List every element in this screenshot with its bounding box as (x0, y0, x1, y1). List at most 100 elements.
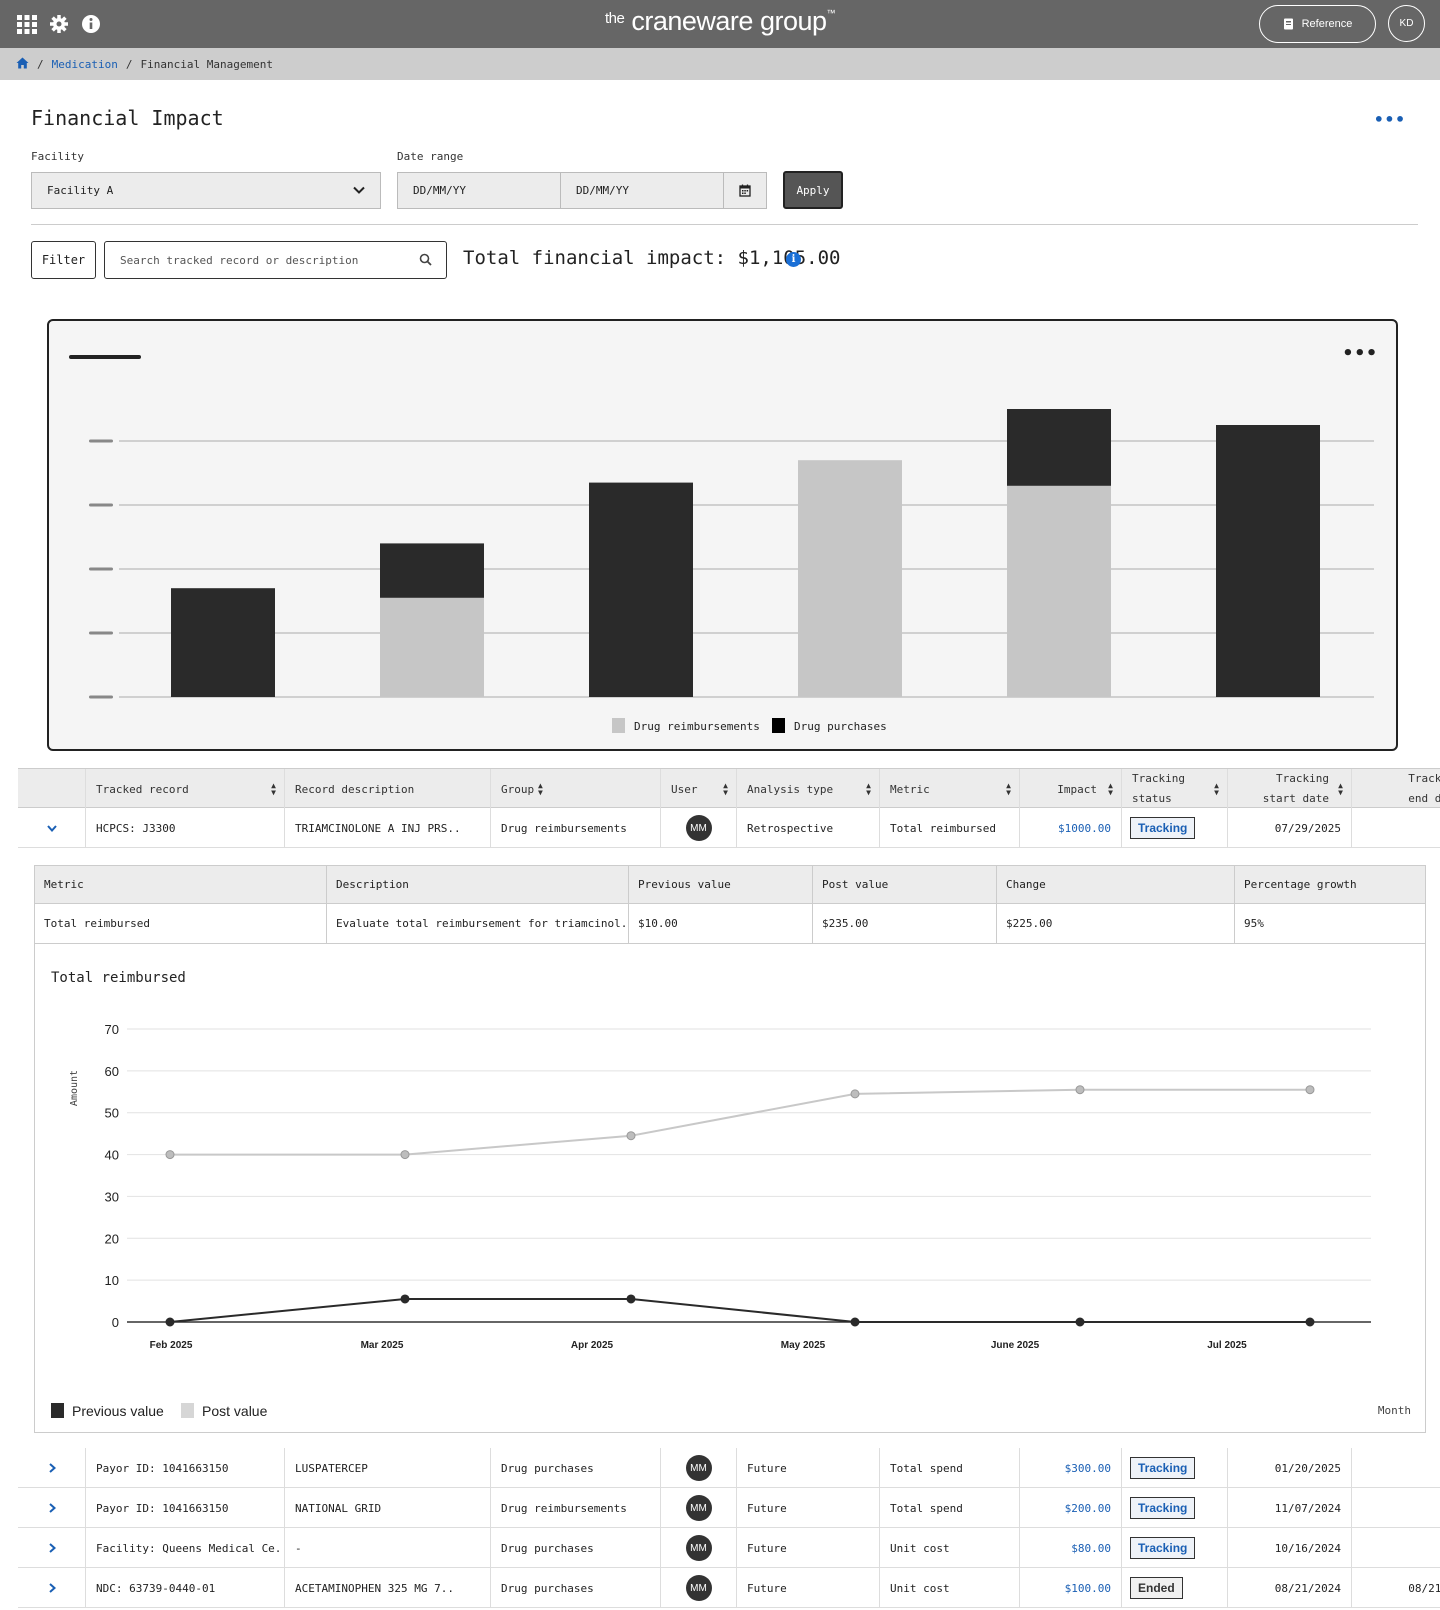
cell-record-description: NATIONAL GRID (285, 1488, 491, 1528)
x-tick-label: June 2025 (991, 1340, 1040, 1351)
chevron-down-icon (46, 825, 57, 833)
page-title: Financial Impact (31, 106, 224, 130)
header-tracking-start-date[interactable]: Tracking start date ▲ ▼ (1228, 769, 1352, 809)
user-avatar[interactable]: MM (685, 815, 712, 841)
x-tick-label: Mar 2025 (361, 1340, 404, 1351)
cell-tracking-status: Tracking (1122, 1528, 1228, 1568)
info-icon[interactable] (80, 13, 102, 35)
cell-tracking-end-date (1352, 1488, 1440, 1528)
row-expand-toggle[interactable] (18, 1568, 86, 1608)
x-tick-label: Jul 2025 (1207, 1340, 1247, 1351)
breadcrumb-medication[interactable]: Medication (51, 57, 118, 71)
table-row[interactable]: Payor ID: 1041663150 LUSPATERCEP Drug purc… (18, 1448, 1440, 1488)
table-header: Tracked record ▲ ▼ Record description Grou… (18, 768, 1440, 809)
cell-metric: Total reimbursed (880, 808, 1020, 848)
home-icon[interactable] (16, 57, 29, 72)
row-expand-toggle[interactable] (18, 1488, 86, 1528)
header-tracking-status[interactable]: Tracking status ▲ ▼ (1122, 769, 1228, 809)
user-avatar[interactable]: MM (685, 1495, 712, 1521)
sort-icon[interactable]: ▲ ▼ (1338, 781, 1343, 797)
row-expand-toggle[interactable] (18, 1528, 86, 1568)
header-label-line: end da (1408, 792, 1440, 805)
cell-record-description: LUSPATERCEP (285, 1448, 491, 1488)
apply-button[interactable]: Apply (783, 171, 843, 209)
cell-tracking-status: Tracking (1122, 1448, 1228, 1488)
header-tracking-end-date[interactable]: Tracki end da (1352, 769, 1440, 809)
facility-select[interactable]: Facility A (31, 172, 381, 209)
sort-icon[interactable]: ▲ ▼ (1214, 781, 1219, 797)
chevron-right-icon (48, 1543, 56, 1553)
cell-metric: Unit cost (880, 1568, 1020, 1608)
cell-impact: $100.00 (1020, 1568, 1122, 1608)
cell-group: Drug purchases (491, 1568, 661, 1608)
user-avatar[interactable]: MM (685, 1455, 712, 1481)
impact-link[interactable]: $100.00 (1064, 1581, 1111, 1595)
row-expand-toggle[interactable] (18, 808, 86, 848)
chart-more-icon[interactable]: ••• (1342, 343, 1378, 364)
impact-link[interactable]: $80.00 (1071, 1541, 1111, 1555)
point-previous-value (850, 1317, 860, 1327)
reference-button[interactable]: Reference (1259, 5, 1376, 43)
row-expand-toggle[interactable] (18, 1448, 86, 1488)
chevron-down-icon (352, 183, 366, 200)
cell-tracking-end-date (1352, 808, 1440, 848)
impact-link[interactable]: $300.00 (1064, 1461, 1111, 1475)
gear-icon[interactable] (48, 13, 70, 35)
search-input[interactable]: Search tracked record or description (104, 241, 447, 279)
filter-button[interactable]: Filter (31, 241, 96, 279)
line-previous-value (169, 1297, 1310, 1323)
table-row[interactable]: NDC: 63739-0440-01 ACETAMINOPHEN 325 MG 7… (18, 1568, 1440, 1608)
breadcrumb-separator: / (37, 57, 44, 71)
date-end-input[interactable]: DD/MM/YY (561, 173, 724, 208)
user-avatar[interactable]: MM (685, 1575, 712, 1601)
calendar-icon[interactable] (724, 173, 766, 208)
sort-icon[interactable]: ▲ ▼ (1006, 781, 1011, 797)
cell-tracked-record: Facility: Queens Medical Ce.. (86, 1528, 285, 1568)
header-label: Analysis type (747, 782, 834, 796)
app-grid-icon[interactable] (16, 13, 38, 35)
impact-link[interactable]: $200.00 (1064, 1501, 1111, 1515)
cell-user: MM (661, 1448, 737, 1488)
point-post-value (1075, 1085, 1085, 1095)
facility-label: Facility (31, 150, 84, 163)
cell-tracking-end-date (1352, 1448, 1440, 1488)
more-options-icon[interactable]: ••• (1374, 110, 1406, 129)
header-label-line: Tracking (1276, 772, 1329, 785)
bar-drug-purchases (1216, 425, 1320, 697)
sort-icon[interactable]: ▲ ▼ (538, 781, 543, 797)
sort-icon[interactable]: ▲ ▼ (723, 781, 728, 797)
breadcrumb: / Medication / Financial Management (0, 48, 1440, 80)
header-label: Impact (1057, 782, 1097, 796)
cell-metric: Unit cost (880, 1528, 1020, 1568)
divider (31, 224, 1418, 225)
bar-drug-reimbursements (798, 460, 902, 697)
header-analysis-type[interactable]: Analysis type ▲ ▼ (737, 769, 880, 809)
date-start-input[interactable]: DD/MM/YY (398, 173, 561, 208)
header-impact[interactable]: Impact ▲ ▼ (1020, 769, 1122, 809)
user-avatar[interactable]: MM (685, 1535, 712, 1561)
table-row[interactable]: HCPCS: J3300 TRIAMCINOLONE A INJ PRS.. Dru… (18, 808, 1440, 848)
table-row[interactable]: Payor ID: 1041663150 NATIONAL GRID Drug re… (18, 1488, 1440, 1528)
cell-tracking-start-date: 10/16/2024 (1228, 1528, 1352, 1568)
cell-tracked-record: Payor ID: 1041663150 (86, 1488, 285, 1528)
impact-link[interactable]: $1000.00 (1058, 821, 1111, 835)
legend-swatch-drug-reimbursements (612, 718, 625, 733)
brand-logo: the craneware group™ (605, 6, 835, 36)
sort-icon[interactable]: ▲ ▼ (1108, 781, 1113, 797)
bar-drug-purchases (589, 482, 693, 697)
header-metric[interactable]: Metric ▲ ▼ (880, 769, 1020, 809)
header-group[interactable]: Group ▲ ▼ (491, 769, 661, 809)
x-axis-label: Month (1378, 1404, 1411, 1417)
sort-icon[interactable]: ▲ ▼ (866, 781, 871, 797)
detail-percentage-growth: 95% (1244, 917, 1264, 930)
header-user[interactable]: User ▲ ▼ (661, 769, 737, 809)
search-icon[interactable] (419, 253, 432, 269)
info-icon[interactable]: i (786, 252, 801, 267)
table-row[interactable]: Facility: Queens Medical Ce.. - Drug purch… (18, 1528, 1440, 1568)
y-tick-label: 70 (105, 1022, 119, 1037)
sort-icon[interactable]: ▲ ▼ (271, 781, 276, 797)
header-tracked-record[interactable]: Tracked record ▲ ▼ (86, 769, 285, 809)
cell-record-description: - (285, 1528, 491, 1568)
line-post-value (170, 1088, 1310, 1156)
user-avatar[interactable]: KD (1388, 5, 1425, 42)
